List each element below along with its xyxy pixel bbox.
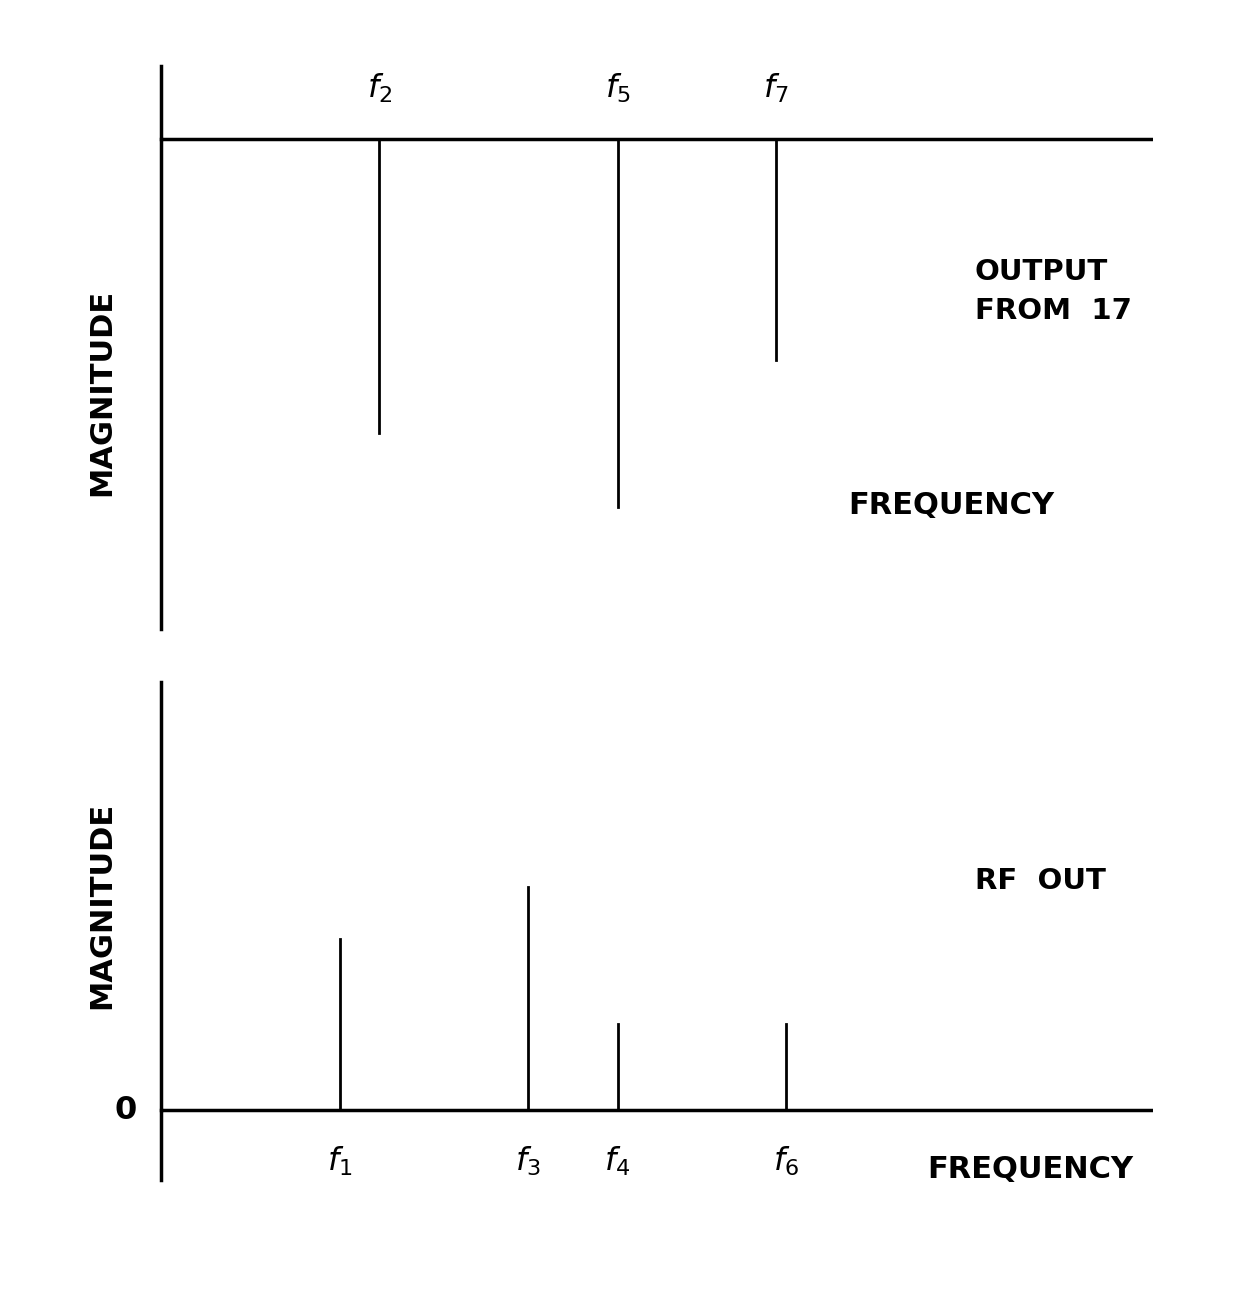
Text: $f_{4}$: $f_{4}$ [604, 1145, 631, 1179]
Text: MAGNITUDE: MAGNITUDE [87, 288, 117, 496]
Text: FREQUENCY: FREQUENCY [848, 490, 1054, 519]
Text: MAGNITUDE: MAGNITUDE [87, 802, 117, 1009]
Text: OUTPUT
FROM  17: OUTPUT FROM 17 [975, 257, 1132, 325]
Text: 0: 0 [114, 1095, 136, 1126]
Text: $f_{2}$: $f_{2}$ [367, 72, 392, 105]
Text: $f_{3}$: $f_{3}$ [516, 1145, 541, 1179]
Text: RF  OUT: RF OUT [975, 867, 1106, 895]
Text: $f_{7}$: $f_{7}$ [764, 72, 789, 105]
Text: $f_{6}$: $f_{6}$ [774, 1145, 799, 1179]
Text: $f_{5}$: $f_{5}$ [605, 72, 630, 105]
Text: $f_{1}$: $f_{1}$ [327, 1145, 352, 1179]
Text: FREQUENCY: FREQUENCY [928, 1155, 1133, 1184]
